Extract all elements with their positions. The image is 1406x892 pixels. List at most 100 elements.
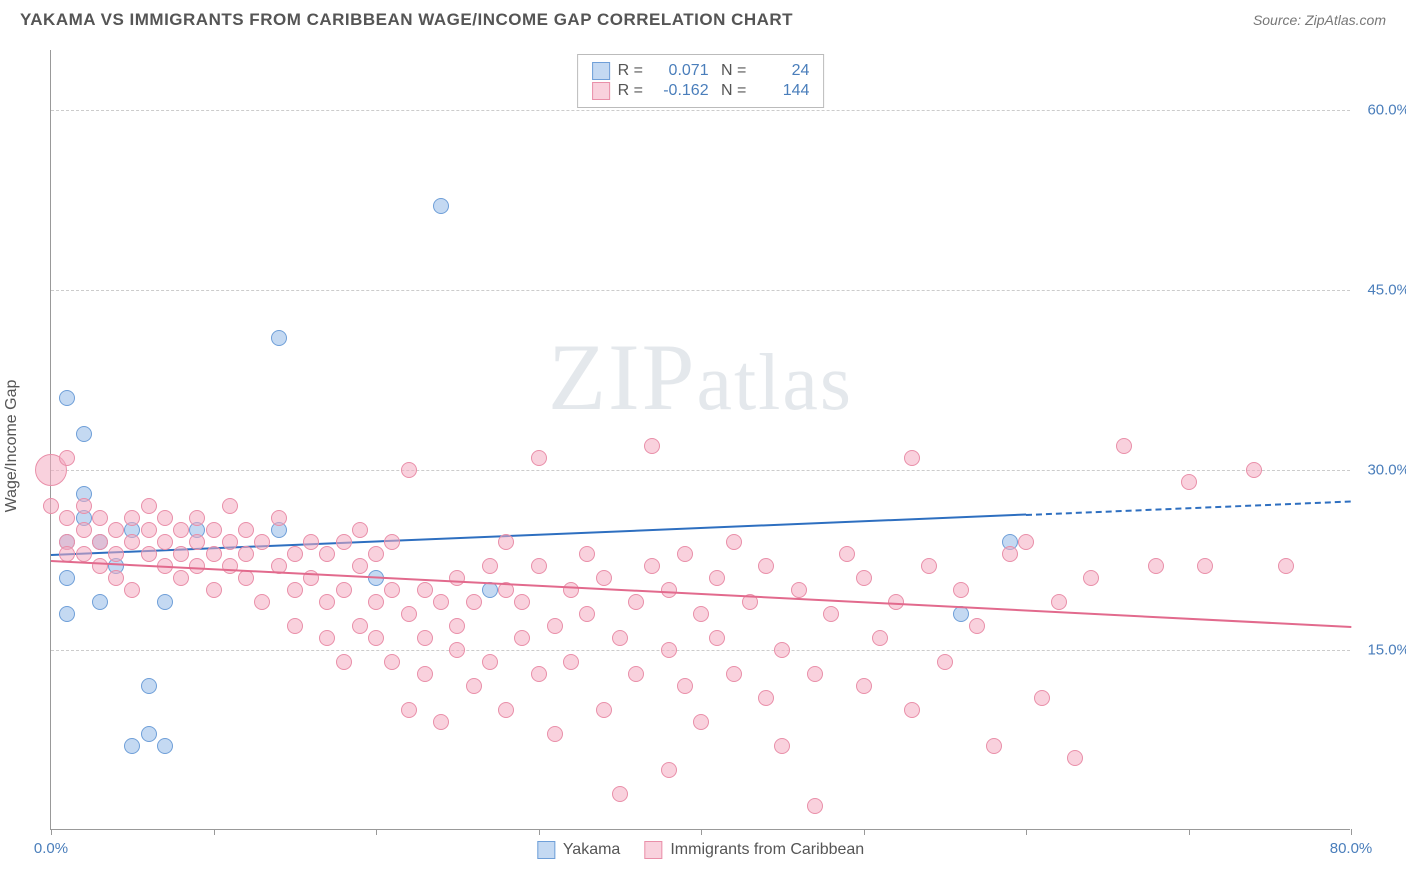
swatch-series2-bottom xyxy=(644,841,662,859)
data-point xyxy=(563,654,579,670)
data-point xyxy=(466,678,482,694)
r-label: R = xyxy=(618,62,646,80)
y-tick-label: 45.0% xyxy=(1367,282,1406,299)
data-point xyxy=(76,498,92,514)
r-label: R = xyxy=(618,82,646,100)
data-point xyxy=(482,654,498,670)
x-tick xyxy=(1026,829,1027,835)
data-point xyxy=(709,570,725,586)
swatch-series1 xyxy=(592,62,610,80)
data-point xyxy=(774,642,790,658)
data-point xyxy=(514,630,530,646)
swatch-series2 xyxy=(592,82,610,100)
data-point xyxy=(92,558,108,574)
data-point xyxy=(238,522,254,538)
x-tick xyxy=(51,829,52,835)
data-point xyxy=(677,546,693,562)
data-point xyxy=(319,594,335,610)
data-point xyxy=(222,534,238,550)
gridline xyxy=(51,650,1350,651)
data-point xyxy=(222,498,238,514)
data-point xyxy=(693,714,709,730)
data-point xyxy=(986,738,1002,754)
x-tick-label: 0.0% xyxy=(34,840,68,857)
data-point xyxy=(189,558,205,574)
data-point xyxy=(498,534,514,550)
data-point xyxy=(287,618,303,634)
gridline xyxy=(51,290,1350,291)
data-point xyxy=(352,522,368,538)
gridline xyxy=(51,470,1350,471)
data-point xyxy=(872,630,888,646)
data-point xyxy=(774,738,790,754)
data-point xyxy=(758,690,774,706)
data-point xyxy=(758,558,774,574)
data-point xyxy=(124,510,140,526)
data-point xyxy=(856,678,872,694)
data-point xyxy=(547,726,563,742)
data-point xyxy=(222,558,238,574)
data-point xyxy=(1278,558,1294,574)
data-point xyxy=(969,618,985,634)
data-point xyxy=(141,498,157,514)
source-attribution: Source: ZipAtlas.com xyxy=(1253,12,1386,28)
data-point xyxy=(401,606,417,622)
data-point xyxy=(628,594,644,610)
data-point xyxy=(336,582,352,598)
data-point xyxy=(563,582,579,598)
data-point xyxy=(417,582,433,598)
data-point xyxy=(433,198,449,214)
data-point xyxy=(59,570,75,586)
stats-row-series1: R = 0.071 N = 24 xyxy=(592,61,810,81)
data-point xyxy=(661,582,677,598)
data-point xyxy=(287,546,303,562)
data-point xyxy=(904,702,920,718)
r-value-series2: -0.162 xyxy=(654,82,709,100)
data-point xyxy=(433,594,449,610)
data-point xyxy=(1246,462,1262,478)
data-point xyxy=(59,510,75,526)
data-point xyxy=(59,606,75,622)
data-point xyxy=(76,426,92,442)
data-point xyxy=(189,534,205,550)
data-point xyxy=(157,738,173,754)
data-point xyxy=(904,450,920,466)
data-point xyxy=(531,666,547,682)
data-point xyxy=(498,702,514,718)
n-label: N = xyxy=(717,82,747,100)
data-point xyxy=(693,606,709,622)
legend-label-series1: Yakama xyxy=(563,841,621,859)
data-point xyxy=(157,510,173,526)
data-point xyxy=(59,390,75,406)
data-point xyxy=(596,570,612,586)
data-point xyxy=(531,558,547,574)
x-tick xyxy=(214,829,215,835)
data-point xyxy=(579,606,595,622)
data-point xyxy=(449,618,465,634)
data-point xyxy=(254,534,270,550)
data-point xyxy=(401,702,417,718)
data-point xyxy=(839,546,855,562)
data-point xyxy=(141,546,157,562)
data-point xyxy=(661,762,677,778)
legend-label-series2: Immigrants from Caribbean xyxy=(670,841,864,859)
x-tick xyxy=(1189,829,1190,835)
data-point xyxy=(141,522,157,538)
data-point xyxy=(596,702,612,718)
x-tick xyxy=(376,829,377,835)
swatch-series1-bottom xyxy=(537,841,555,859)
data-point xyxy=(76,522,92,538)
data-point xyxy=(287,582,303,598)
data-point xyxy=(677,678,693,694)
n-value-series2: 144 xyxy=(754,82,809,100)
data-point xyxy=(921,558,937,574)
y-tick-label: 60.0% xyxy=(1367,102,1406,119)
data-point xyxy=(319,630,335,646)
y-tick-label: 30.0% xyxy=(1367,462,1406,479)
data-point xyxy=(482,558,498,574)
data-point xyxy=(189,510,205,526)
data-point xyxy=(1181,474,1197,490)
data-point xyxy=(1034,690,1050,706)
data-point xyxy=(43,498,59,514)
data-point xyxy=(141,726,157,742)
